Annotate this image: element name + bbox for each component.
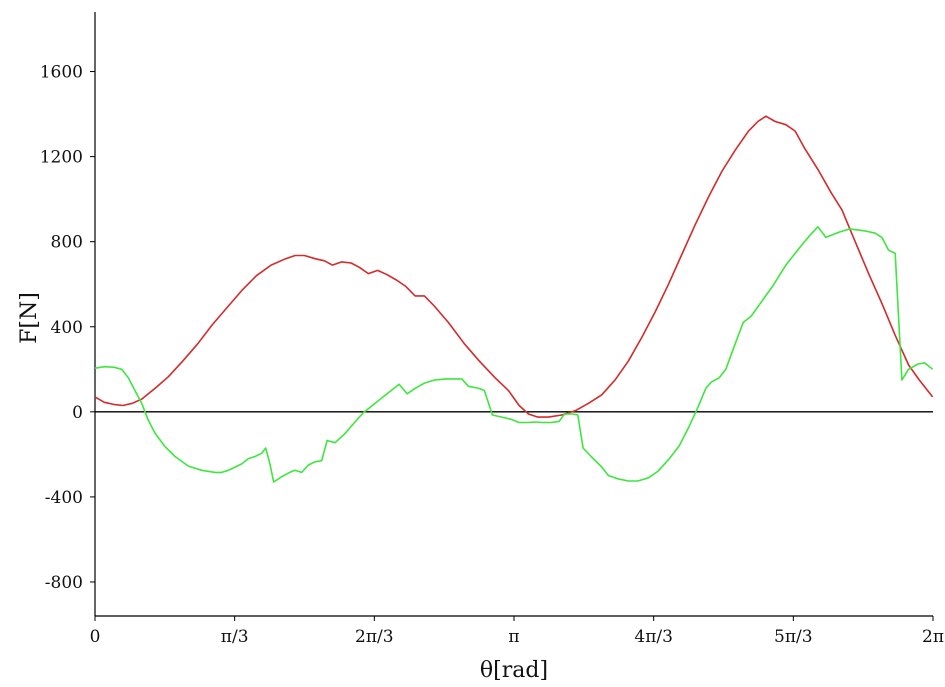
x-axis-title: θ[rad] [480, 658, 548, 683]
x-tick-label: 2π [922, 627, 944, 647]
ticks: -800 -400 0 400 800 1200 1600 0 π/3 2π/3 π 4π/3 5π/3… [40, 63, 944, 647]
y-tick-label: 400 [51, 318, 83, 338]
x-tick-label: 0 [90, 627, 101, 647]
series-line-1 [94, 115, 934, 418]
y-tick-label: 1200 [40, 148, 83, 168]
series-layer [94, 115, 934, 483]
x-tick-label: π/3 [221, 627, 249, 647]
x-tick-label: 5π/3 [774, 627, 813, 647]
y-tick-label: 0 [72, 403, 83, 423]
series-line-2 [94, 226, 934, 483]
x-tick-label: π [508, 627, 519, 647]
x-tick-label: 2π/3 [355, 627, 394, 647]
y-axis-title: F[N] [17, 292, 42, 344]
y-tick-label: -400 [45, 488, 83, 508]
y-tick-label: 1600 [40, 63, 83, 83]
x-tick-label: 4π/3 [634, 627, 673, 647]
y-tick-label: -800 [45, 573, 83, 593]
y-tick-label: 800 [51, 233, 83, 253]
